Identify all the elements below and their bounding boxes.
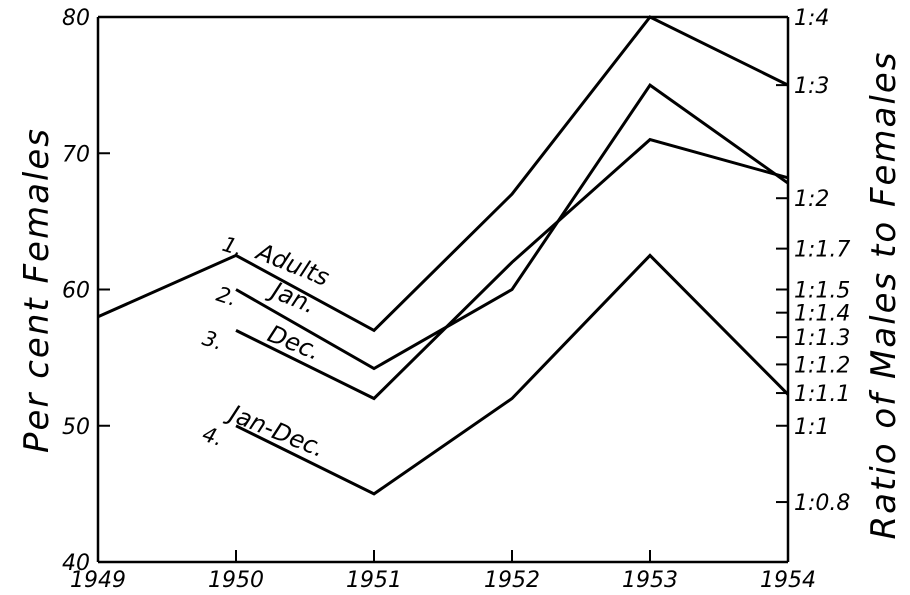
y-tick-label-left: 80	[62, 6, 90, 31]
x-tick-label: 1950	[208, 568, 264, 593]
x-tick-label: 1952	[484, 568, 540, 593]
series-line-1	[97, 15, 789, 333]
y-tick-label-right: 1:1	[794, 415, 829, 440]
x-tick-label: 1954	[760, 568, 816, 593]
series-line-2	[235, 82, 789, 371]
series-number-jan-dec: 4.	[199, 422, 225, 451]
y-tick-label-right: 1:1.5	[794, 279, 850, 304]
ticks	[97, 16, 789, 563]
y-tick-label-right: 1:1.7	[794, 238, 850, 263]
y-tick-label-right: 1:0.8	[794, 491, 850, 516]
series-labels: 1. Adults 2. Jan. 3. Dec. 4. Jan-Dec.	[199, 232, 333, 463]
x-tick-label: 1951	[346, 568, 402, 593]
y-tick-label-right: 1:1.4	[794, 302, 850, 327]
y-tick-label-left: 70	[62, 142, 90, 167]
y-tick-label-right: 1:4	[794, 6, 829, 31]
y-axis-title-right: Ratio of Males to Females	[864, 51, 904, 540]
y-tick-label-right: 1:1.1	[794, 382, 850, 407]
tick-labels: 1949 1950 1951 1952 1953 1954 40 50 60 70 80 1:4 1:3…	[62, 6, 850, 593]
y-tick-label-left: 50	[62, 415, 90, 440]
x-tick-label: 1949	[70, 568, 126, 593]
series-number-jan: 2.	[213, 282, 239, 311]
series-label-jan-dec: Jan-Dec.	[222, 398, 329, 463]
x-tick-label: 1953	[622, 568, 678, 593]
series-number-dec: 3.	[199, 326, 225, 355]
series-lines	[97, 15, 790, 496]
y-tick-label-right: 1:2	[794, 187, 829, 212]
y-axis-title-left: Per cent Females	[17, 127, 57, 453]
y-tick-label-right: 1:3	[794, 74, 829, 99]
y-tick-label-left: 60	[62, 279, 90, 304]
series-line-3	[235, 137, 789, 401]
y-tick-label-right: 1:1.2	[794, 353, 850, 378]
series-number-adults: 1.	[219, 232, 245, 261]
series-line-4	[235, 253, 790, 496]
y-tick-label-right: 1:1.3	[794, 326, 850, 351]
y-tick-label-left: 40	[62, 551, 90, 576]
